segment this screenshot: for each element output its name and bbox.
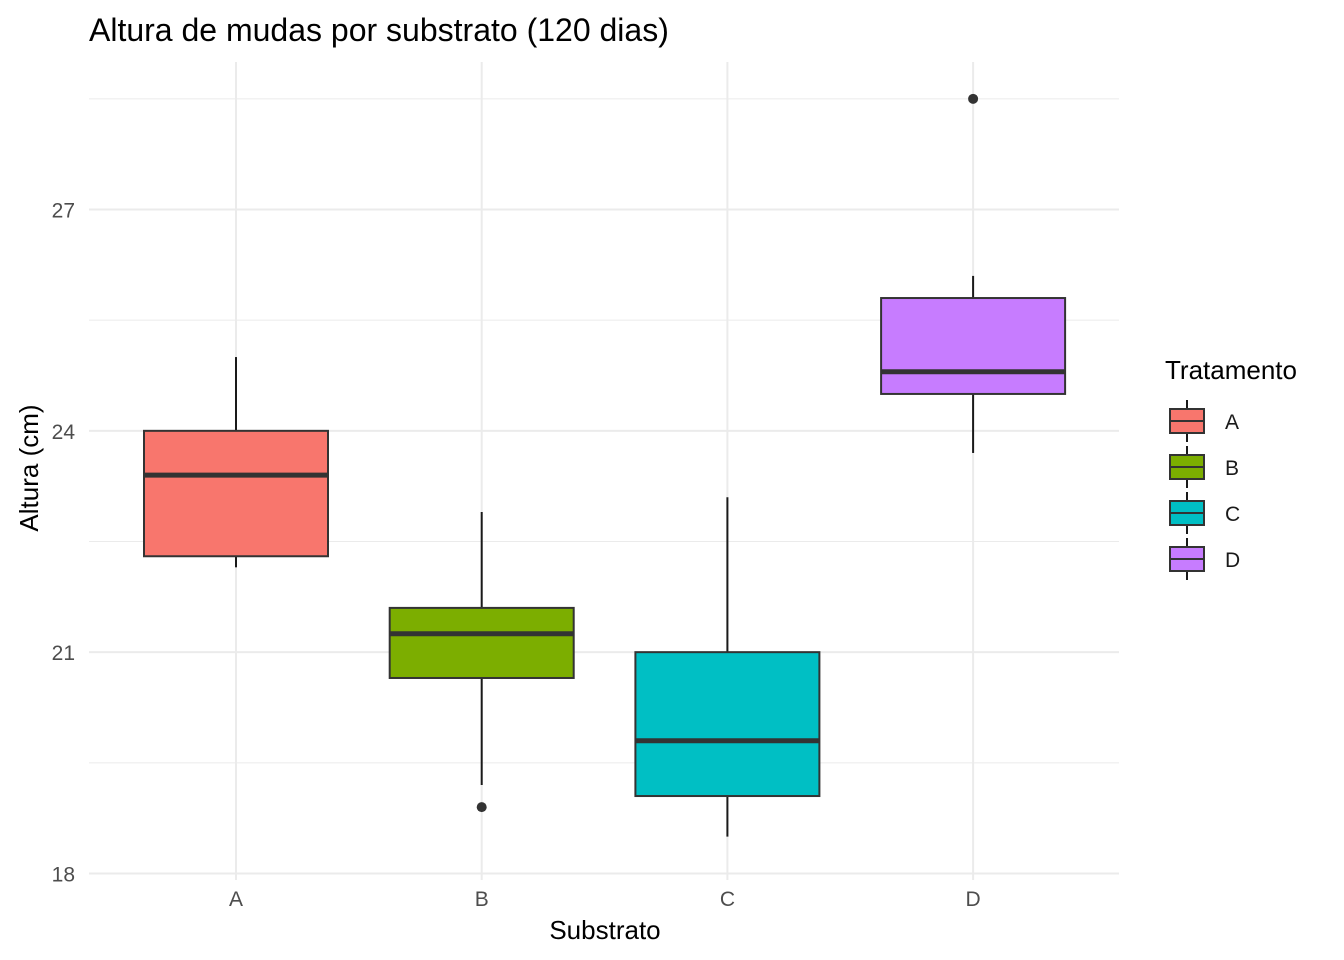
box-b: [388, 511, 575, 813]
legend-label: D: [1225, 549, 1240, 572]
x-axis-title: Substrato: [549, 915, 660, 945]
y-tick-label: 24: [52, 421, 76, 444]
legend-title: Tratamento: [1165, 355, 1297, 385]
x-tick-label: A: [229, 888, 243, 911]
legend-item-a: A: [1169, 400, 1239, 442]
chart-title: Altura de mudas por substrato (120 dias): [89, 12, 669, 48]
legend-item-c: C: [1169, 492, 1240, 534]
outlier-point: [476, 802, 487, 813]
box-body: [634, 651, 821, 798]
legend-label: C: [1225, 503, 1240, 526]
legend-label: A: [1225, 411, 1239, 434]
x-tick-label: C: [720, 888, 735, 911]
y-axis-title: Altura (cm): [14, 404, 44, 531]
y-axis-ticks: 18 21 24 27: [52, 200, 76, 887]
y-tick-label: 27: [52, 200, 75, 223]
box-body: [388, 606, 575, 679]
box-d: [880, 93, 1067, 453]
box-c: [634, 497, 821, 837]
box-a: [143, 357, 329, 568]
x-axis-ticks: A B C D: [229, 888, 981, 911]
box-body: [143, 429, 329, 558]
y-tick-label: 21: [52, 642, 75, 665]
box-body: [880, 297, 1067, 395]
y-tick-label: 18: [52, 864, 75, 887]
outlier-point: [968, 93, 979, 104]
legend-item-d: D: [1169, 538, 1240, 580]
x-tick-label: D: [966, 888, 981, 911]
legend-label: B: [1225, 457, 1239, 480]
legend-item-b: B: [1169, 446, 1239, 488]
boxes: [143, 93, 1067, 837]
x-tick-label: B: [475, 888, 489, 911]
